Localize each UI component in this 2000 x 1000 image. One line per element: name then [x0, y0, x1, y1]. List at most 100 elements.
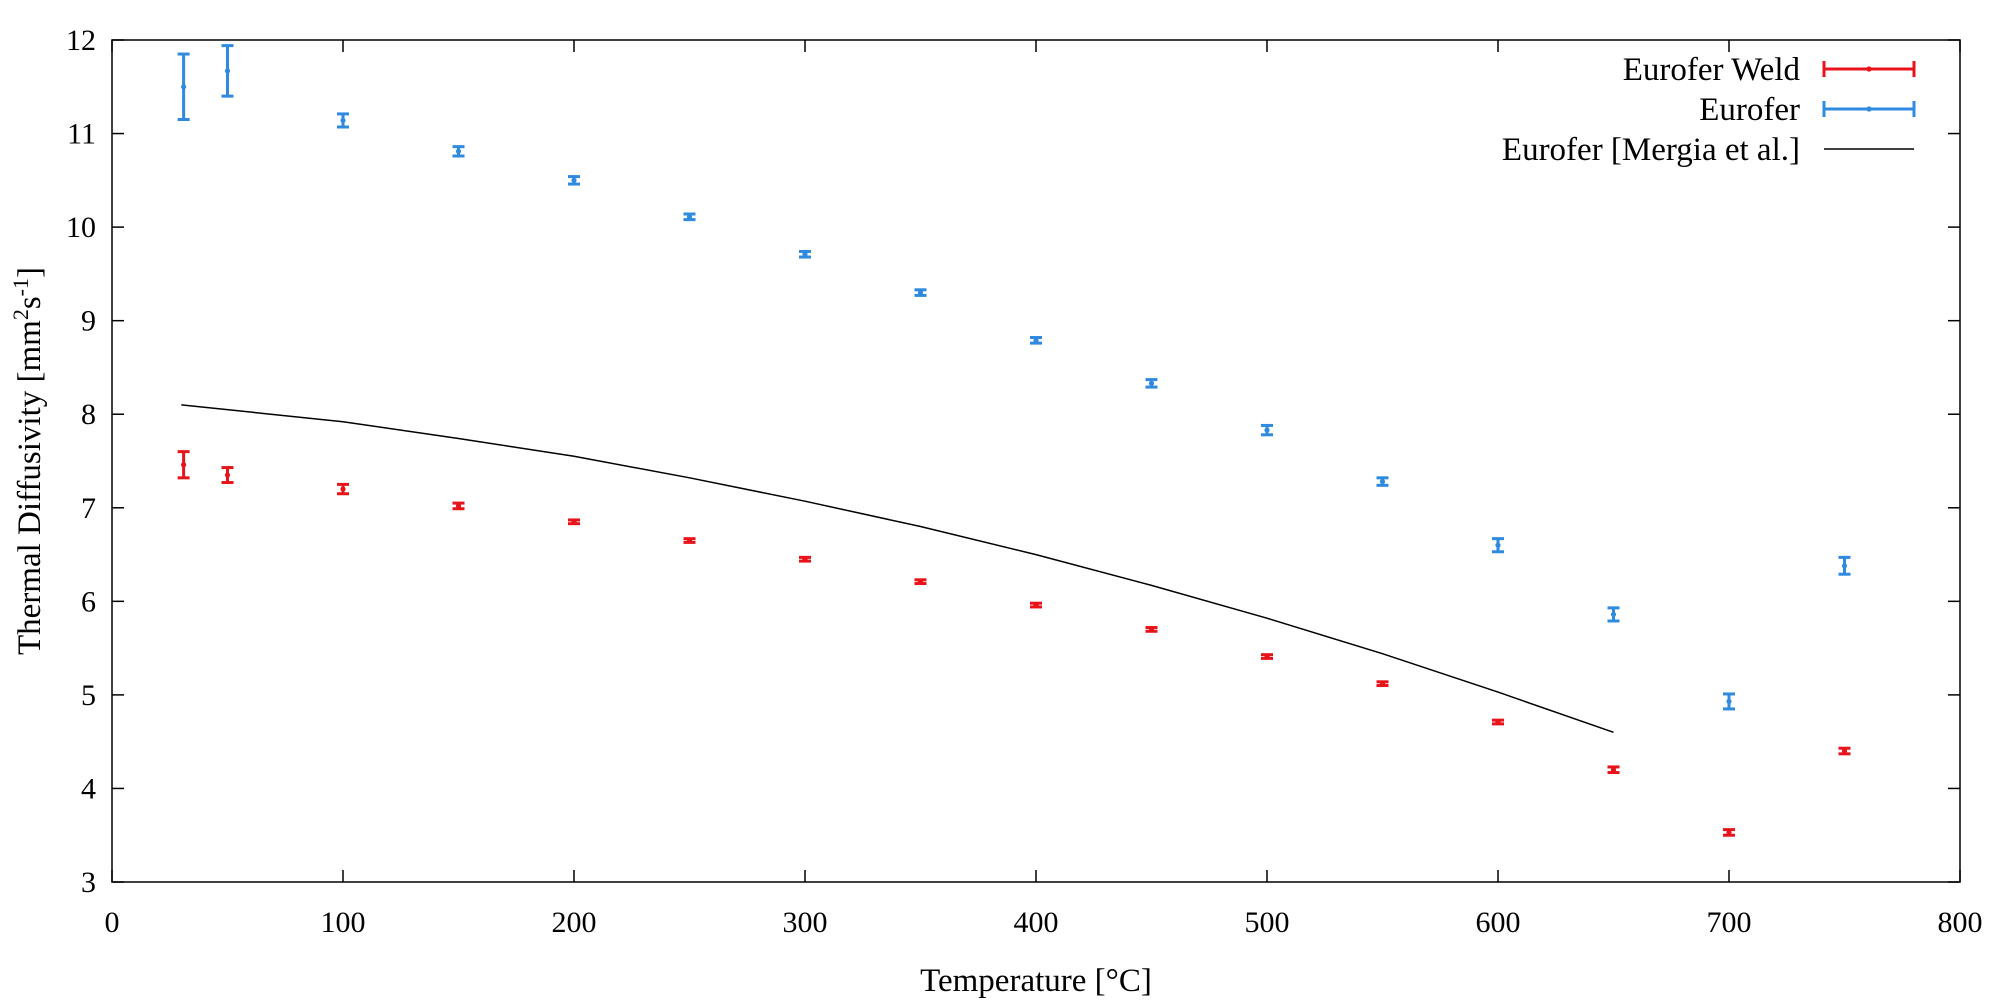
y-tick-label: 3	[81, 866, 96, 899]
data-point	[1264, 653, 1270, 660]
data-point	[1610, 767, 1617, 773]
legend-swatch-point	[1866, 66, 1872, 72]
data-point	[917, 579, 924, 585]
data-point	[1379, 681, 1386, 687]
legend-label: Eurofer	[1699, 92, 1800, 128]
series-line	[181, 404, 1614, 734]
data-point-errorbar	[177, 450, 190, 480]
data-point	[224, 68, 231, 74]
data-point	[1148, 380, 1155, 386]
data-point	[802, 251, 808, 257]
x-axis-title: Temperature [°C]	[920, 963, 1152, 999]
data-point-errorbar	[568, 518, 580, 526]
data-point	[181, 462, 187, 468]
legend-label: Eurofer [Mergia et al.]	[1502, 132, 1800, 168]
y-tick-label: 5	[81, 679, 96, 712]
data-point	[455, 148, 462, 154]
y-tick-label: 6	[81, 585, 96, 618]
x-tick-label: 300	[783, 906, 828, 939]
data-point	[340, 117, 346, 124]
data-point	[181, 84, 187, 90]
x-tick-label: 700	[1707, 906, 1752, 939]
data-point-errorbar	[1030, 336, 1042, 345]
data-point	[917, 290, 924, 296]
data-point	[686, 214, 693, 220]
y-tick-label: 12	[66, 24, 96, 57]
x-axis: 0 100 200 300 400 500 600 700 800	[105, 40, 1983, 939]
data-point-errorbar	[1607, 765, 1620, 775]
data-point-errorbar	[221, 44, 234, 98]
data-point-errorbar	[1838, 746, 1851, 756]
data-point	[1841, 563, 1848, 569]
series-eurofer-weld	[177, 450, 1851, 837]
data-point	[571, 519, 577, 525]
y-tick-label: 8	[81, 398, 96, 431]
data-point	[340, 486, 346, 492]
data-point	[1148, 626, 1155, 633]
data-point-errorbar	[1261, 653, 1273, 660]
data-point	[802, 556, 808, 562]
data-point-errorbar	[337, 482, 349, 496]
data-point	[1033, 337, 1039, 343]
data-point-errorbar	[1492, 537, 1504, 554]
y-tick-label: 11	[67, 118, 96, 151]
data-point	[1610, 611, 1617, 618]
data-point-errorbar	[221, 466, 234, 485]
x-tick-label: 400	[1014, 906, 1059, 939]
y-tick-label: 9	[81, 305, 96, 338]
data-point	[1033, 602, 1039, 608]
data-point	[1726, 698, 1732, 705]
data-point-errorbar	[1723, 828, 1735, 837]
data-point-errorbar	[1145, 378, 1158, 389]
data-point-errorbar	[1607, 606, 1620, 623]
legend-item: Eurofer	[1699, 92, 1916, 128]
data-point-errorbar	[1376, 476, 1389, 487]
x-tick-label: 800	[1938, 906, 1983, 939]
legend-label: Eurofer Weld	[1623, 52, 1801, 88]
data-point	[1379, 478, 1386, 485]
y-tick-label: 10	[66, 211, 96, 244]
data-point-errorbar	[799, 555, 811, 563]
data-point-errorbar	[1376, 680, 1389, 688]
data-point-errorbar	[1492, 718, 1504, 726]
data-point	[224, 472, 231, 478]
data-point	[686, 537, 693, 544]
data-point	[1495, 719, 1501, 725]
plot-area	[177, 44, 1851, 837]
legend-item: Eurofer Weld	[1623, 52, 1916, 88]
data-point-errorbar	[914, 288, 927, 297]
x-tick-label: 100	[321, 906, 366, 939]
data-point-errorbar	[1723, 692, 1735, 711]
x-tick-label: 500	[1245, 906, 1290, 939]
data-point-errorbar	[683, 537, 696, 544]
data-point-errorbar	[337, 112, 349, 129]
y-axis-title: Thermal Diffusivity [mm2s-1]	[8, 267, 49, 655]
data-point-errorbar	[683, 212, 696, 222]
series-eurofer	[177, 44, 1851, 711]
data-point-errorbar	[914, 578, 927, 586]
y-tick-label: 4	[81, 772, 96, 805]
data-point-errorbar	[452, 145, 465, 158]
legend: Eurofer Weld Eurofer Eurofer [Mergia et al…	[1502, 52, 1916, 168]
data-point	[571, 177, 577, 183]
data-point	[455, 503, 462, 509]
data-point-errorbar	[799, 249, 811, 259]
data-point-errorbar	[452, 501, 465, 511]
y-axis: 3 4 5 6 7 8 9 10 11 12	[66, 24, 1960, 899]
data-point	[1264, 427, 1270, 433]
data-point	[1841, 748, 1848, 754]
data-point	[1495, 542, 1501, 548]
data-point-errorbar	[1261, 423, 1273, 437]
x-tick-label: 200	[552, 906, 597, 939]
data-point-errorbar	[568, 175, 580, 186]
x-tick-label: 600	[1476, 906, 1521, 939]
data-point-errorbar	[177, 52, 190, 122]
data-point-errorbar	[1838, 555, 1851, 576]
y-tick-label: 7	[81, 492, 96, 525]
series-eurofer-mergia-et-al	[181, 404, 1614, 734]
legend-item: Eurofer [Mergia et al.]	[1502, 132, 1914, 168]
x-tick-label: 0	[105, 906, 120, 939]
data-point-errorbar	[1030, 601, 1042, 609]
data-point-errorbar	[1145, 626, 1158, 633]
